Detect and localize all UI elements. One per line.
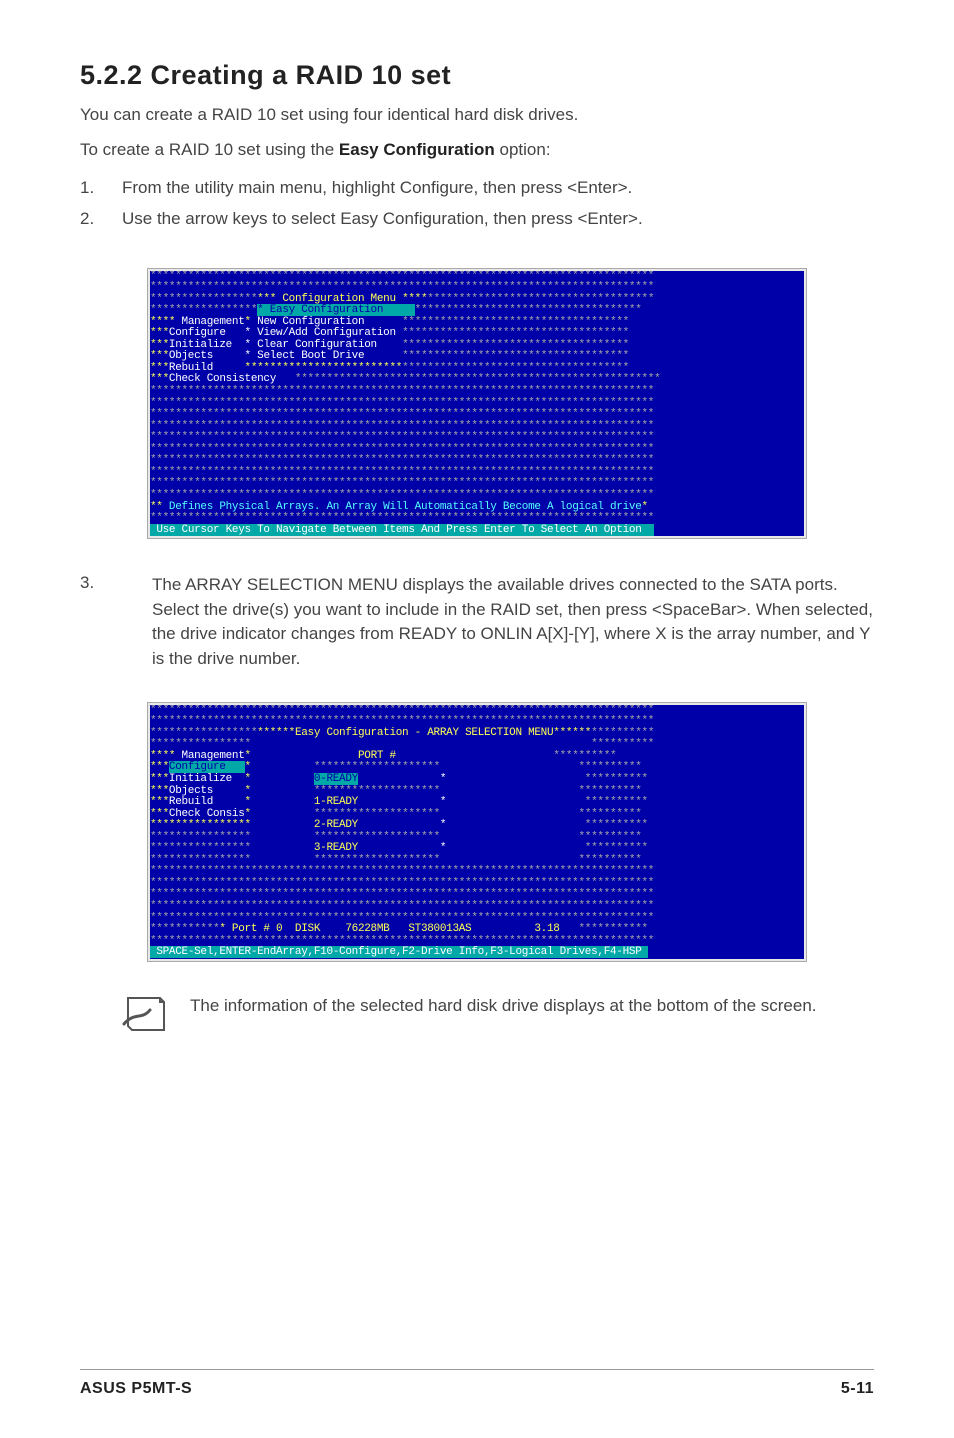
footer-rule	[80, 1369, 874, 1370]
screenshot-1-container: ****************************************…	[80, 268, 874, 540]
step-number: 3.	[80, 573, 122, 672]
s2-row1: 1-READY	[314, 796, 358, 808]
step3-bold2: READY	[399, 624, 457, 643]
s2-row2: 2-READY	[314, 819, 358, 831]
easy-config-hl: Easy Configuration	[270, 304, 383, 316]
config-menu-title: Configuration Menu	[282, 293, 395, 305]
footer-left: ASUS P5MT-S	[80, 1380, 192, 1398]
menu-boot: Select Boot Drive	[257, 350, 364, 362]
intro2-bold: Easy Configuration	[339, 140, 495, 159]
section-heading: 5.2.2 Creating a RAID 10 set	[80, 60, 874, 91]
intro2-pre: To create a RAID 10 set using the	[80, 140, 339, 159]
s2-check: Check Consis	[169, 808, 245, 820]
screenshot-2-container: ****************************************…	[80, 702, 874, 962]
s2-management: Management	[182, 750, 245, 762]
step1-pre: From the utility main menu, highlight	[122, 178, 400, 197]
step2-bold: Easy Configuration	[340, 209, 484, 228]
step-1: 1. From the utility main menu, highlight…	[80, 176, 874, 201]
dos-screenshot-2: ****************************************…	[147, 702, 807, 962]
s2-info: Port # 0 DISK 76228MB ST380013AS 3.18	[232, 923, 560, 935]
step2-pre: Use the arrow keys to select	[122, 209, 340, 228]
step3-bold3: ONLIN A[X]-[Y]	[481, 624, 595, 643]
step3-bold1: ARRAY SELECTION MENU	[185, 575, 398, 594]
s1-status: Defines Physical Arrays. An Array Will A…	[169, 501, 642, 513]
menu-objects: Objects	[169, 350, 213, 362]
menu-clear: Clear Configuration	[257, 339, 377, 351]
s2-initialize: Initialize	[169, 773, 232, 785]
menu-new-config: New Configuration	[257, 316, 364, 328]
menu-management: Management	[182, 316, 245, 328]
step-number: 2.	[80, 207, 122, 232]
step-number: 1.	[80, 176, 122, 201]
intro-paragraph-1: You can create a RAID 10 set using four …	[80, 103, 874, 128]
s2-row3: 3-READY	[314, 842, 358, 854]
s2-rebuild: Rebuild	[169, 796, 213, 808]
note-row: The information of the selected hard dis…	[120, 994, 834, 1034]
s1-footer: Use Cursor Keys To Navigate Between Item…	[156, 524, 641, 536]
intro-paragraph-2: To create a RAID 10 set using the Easy C…	[80, 138, 874, 163]
step1-bold: Configure	[400, 178, 474, 197]
menu-initialize: Initialize	[169, 339, 232, 351]
s2-port-hdr: PORT #	[358, 750, 396, 762]
s2-row0: 0-READY	[314, 773, 358, 785]
menu-view-add: View/Add Configuration	[257, 327, 396, 339]
s2-footer: SPACE-Sel,ENTER-EndArray,F10-Configure,F…	[156, 946, 641, 958]
menu-check: Check Consistency	[169, 373, 276, 385]
note-icon	[120, 994, 168, 1034]
step3-pre: The	[152, 575, 185, 594]
menu-rebuild: Rebuild	[169, 362, 213, 374]
steps-list: 1. From the utility main menu, highlight…	[80, 176, 874, 237]
step-3: 3. The ARRAY SELECTION MENU displays the…	[80, 573, 874, 672]
dos-inner-1: ****************************************…	[150, 271, 804, 537]
dos-inner-2: ****************************************…	[150, 705, 804, 959]
step-2: 2. Use the arrow keys to select Easy Con…	[80, 207, 874, 232]
note-text: The information of the selected hard dis…	[190, 994, 817, 1018]
footer-right: 5-11	[841, 1380, 874, 1398]
step1-post: , then press <Enter>.	[474, 178, 633, 197]
intro2-post: option:	[495, 140, 551, 159]
step2-post: , then press <Enter>.	[484, 209, 643, 228]
s2-objects: Objects	[169, 785, 213, 797]
dos-screenshot-1: ****************************************…	[147, 268, 807, 540]
menu-configure: Configure	[169, 327, 226, 339]
page-footer: ASUS P5MT-S 5-11	[80, 1380, 874, 1398]
step3-mid2: to	[457, 624, 481, 643]
s2-configure: Configure	[169, 761, 226, 773]
s2-title: Easy Configuration - ARRAY SELECTION MEN…	[295, 727, 553, 739]
